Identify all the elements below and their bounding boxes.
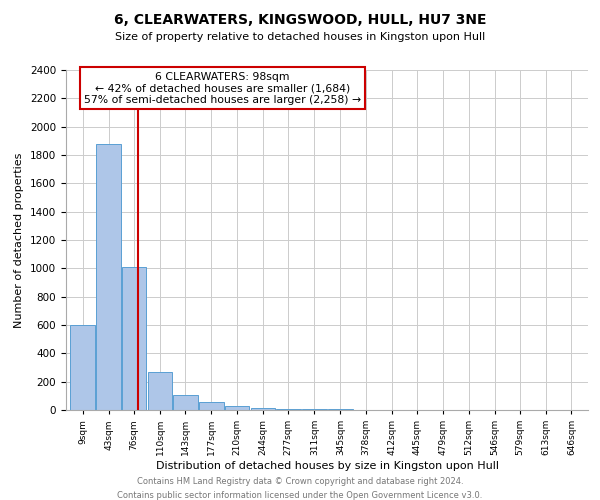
Bar xyxy=(251,408,275,410)
Bar xyxy=(122,267,146,410)
Bar xyxy=(199,402,224,410)
Bar xyxy=(276,409,301,410)
Bar xyxy=(148,372,172,410)
Text: 6, CLEARWATERS, KINGSWOOD, HULL, HU7 3NE: 6, CLEARWATERS, KINGSWOOD, HULL, HU7 3NE xyxy=(114,12,486,26)
Bar xyxy=(173,394,197,410)
Bar xyxy=(70,325,95,410)
Bar xyxy=(224,406,249,410)
X-axis label: Distribution of detached houses by size in Kingston upon Hull: Distribution of detached houses by size … xyxy=(155,461,499,471)
Text: Size of property relative to detached houses in Kingston upon Hull: Size of property relative to detached ho… xyxy=(115,32,485,42)
Bar xyxy=(97,144,121,410)
Text: 6 CLEARWATERS: 98sqm
← 42% of detached houses are smaller (1,684)
57% of semi-de: 6 CLEARWATERS: 98sqm ← 42% of detached h… xyxy=(84,72,361,105)
Text: Contains public sector information licensed under the Open Government Licence v3: Contains public sector information licen… xyxy=(118,491,482,500)
Text: Contains HM Land Registry data © Crown copyright and database right 2024.: Contains HM Land Registry data © Crown c… xyxy=(137,478,463,486)
Y-axis label: Number of detached properties: Number of detached properties xyxy=(14,152,25,328)
